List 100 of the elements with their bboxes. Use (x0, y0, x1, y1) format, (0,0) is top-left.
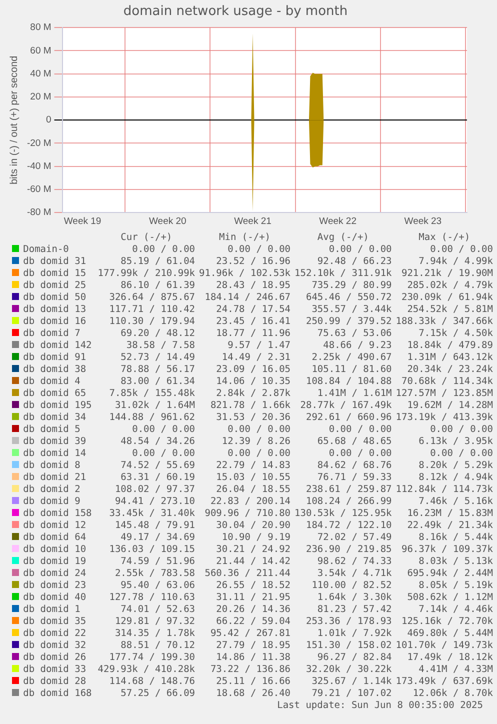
text: 735.29 / 80.99 (310, 280, 393, 292)
chart-title: domain network usage - by month (123, 4, 348, 20)
text: 15.03 / 10.55 (215, 472, 292, 484)
text: 6.13k / 3.95k (418, 436, 494, 448)
text: 23.09 / 16.05 (215, 364, 292, 376)
text: 2.55k / 783.58 (114, 568, 196, 580)
text: 695.94k / 2.44M (406, 568, 494, 580)
text: 117.71 / 110.42 (108, 304, 196, 316)
y-tick-label: 0 (46, 114, 52, 126)
text: 250.99 / 379.52 (304, 316, 393, 328)
text: 14.86 / 11.38 (215, 652, 292, 664)
text: 253.36 / 178.93 (304, 616, 393, 628)
y-tick-label: -80 M (26, 207, 52, 218)
text: 314.35 / 1.78k (114, 628, 196, 640)
text: 2.84k / 2.87k (215, 388, 292, 400)
text: 7.14k / 4.46k (418, 604, 494, 616)
text: 0.00 / 0.00 (226, 424, 292, 436)
text: 4.41M / 4.33M (418, 664, 494, 676)
text: 31.02k / 1.64M (114, 400, 196, 412)
text: 18.68 / 26.40 (215, 688, 292, 700)
text: 177.99k / 210.99k (98, 268, 196, 280)
text: 230.09k / 61.94k (400, 292, 494, 304)
text: 18.77 / 11.96 (215, 328, 292, 340)
text: 32.20k / 30.22k (304, 664, 393, 676)
legend-label: db domid 32 (23, 640, 88, 652)
legend-label: db domid 12 (23, 520, 88, 532)
text: 19.62M / 14.28M (406, 400, 494, 412)
text: 17.49k / 18.12k (406, 652, 494, 664)
legend-label: db domid 33 (23, 664, 88, 676)
legend-label: db domid 35 (23, 616, 88, 628)
text: 48.54 / 34.26 (120, 436, 196, 448)
text: 73.22 / 136.86 (209, 664, 292, 676)
text: 27.79 / 18.95 (215, 640, 292, 652)
text: 21.44 / 14.42 (215, 556, 292, 568)
text: 101.70k / 149.73k (396, 640, 494, 652)
text: 38.58 / 7.58 (125, 340, 196, 352)
text: 909.96 / 710.80 (204, 508, 292, 520)
text: 2.25k / 490.67 (310, 352, 393, 364)
legend-label: db domid 28 (23, 676, 88, 688)
text: 66.22 / 59.04 (215, 616, 292, 628)
text: 92.48 / 66.23 (316, 256, 393, 268)
legend-label: db domid 13 (23, 304, 88, 316)
text: 114.68 / 148.76 (108, 676, 196, 688)
legend-label: db domid 1 (23, 604, 82, 616)
legend-label: db domid 4 (23, 376, 82, 388)
text: 645.46 / 550.72 (304, 292, 393, 304)
y-tick-label: 20 M (30, 92, 52, 103)
text: 145.48 / 79.91 (114, 520, 196, 532)
text: 238.61 / 259.87 (304, 484, 393, 496)
text: 22.49k / 21.34k (406, 520, 494, 532)
text: 63.31 / 60.19 (120, 472, 196, 484)
text: 151.30 / 158.02 (304, 640, 393, 652)
legend-label: db domid 40 (23, 592, 88, 604)
text: 144.88 / 961.62 (108, 412, 196, 424)
legend-label: db domid 10 (23, 544, 88, 556)
legend-label: db domid 7 (23, 328, 82, 340)
text: 76.71 / 59.33 (316, 472, 393, 484)
text: 1.64k / 3.30k (316, 592, 393, 604)
text: 9.57 / 1.47 (226, 340, 292, 352)
text: 16.23M / 15.83M (406, 508, 494, 520)
text: 0.00 / 0.00 (131, 448, 196, 460)
text: 326.64 / 875.67 (108, 292, 196, 304)
legend-label: db domid 34 (23, 412, 88, 424)
text: 108.24 / 266.99 (304, 496, 393, 508)
text: 70.68k / 114.34k (400, 376, 494, 388)
text: 22.79 / 14.83 (215, 460, 292, 472)
y-axis-title: bits in (-) / out (+) per second (8, 56, 20, 184)
text: 130.53k / 125.95k (294, 508, 393, 520)
legend-label: db domid 15 (23, 268, 88, 280)
text: 0.00 / 0.00 (226, 244, 292, 256)
text: 110.30 / 179.94 (108, 316, 196, 328)
text: 0.00 / 0.00 (328, 424, 393, 436)
legend-label: db domid 2 (23, 484, 82, 496)
y-tick-label: 60 M (30, 45, 52, 56)
text: 24.78 / 17.54 (215, 304, 292, 316)
text: 12.39 / 8.26 (220, 436, 292, 448)
text: Min (-/+) (218, 232, 272, 244)
y-tick-label: -20 M (26, 138, 52, 149)
text: 0.00 / 0.00 (429, 424, 494, 436)
text: 136.03 / 109.15 (108, 544, 196, 556)
text: 72.02 / 57.49 (316, 532, 393, 544)
x-tick-label: Week 19 (64, 216, 102, 227)
text: 8.03k / 5.13k (418, 556, 494, 568)
text: 78.88 / 56.17 (120, 364, 196, 376)
legend-label: db domid 21 (23, 472, 88, 484)
text: 26.55 / 18.52 (215, 580, 292, 592)
legend-label: db domid 5 (23, 424, 82, 436)
text: 0.00 / 0.00 (131, 424, 196, 436)
text: 79.21 / 107.02 (310, 688, 393, 700)
text: 7.85k / 155.48k (108, 388, 196, 400)
text: 8.16k / 5.44k (418, 532, 494, 544)
legend-label: db domid 91 (23, 352, 88, 364)
legend-label: db domid 142 (23, 340, 93, 352)
text: 108.02 / 97.37 (114, 484, 196, 496)
text: 14.49 / 2.31 (220, 352, 292, 364)
x-tick-label: Week 20 (148, 216, 186, 227)
text: 95.42 / 267.81 (209, 628, 292, 640)
text: 22.83 / 200.14 (209, 496, 292, 508)
text: 1.01k / 7.92k (316, 628, 393, 640)
x-tick-label: Week 22 (319, 216, 356, 227)
